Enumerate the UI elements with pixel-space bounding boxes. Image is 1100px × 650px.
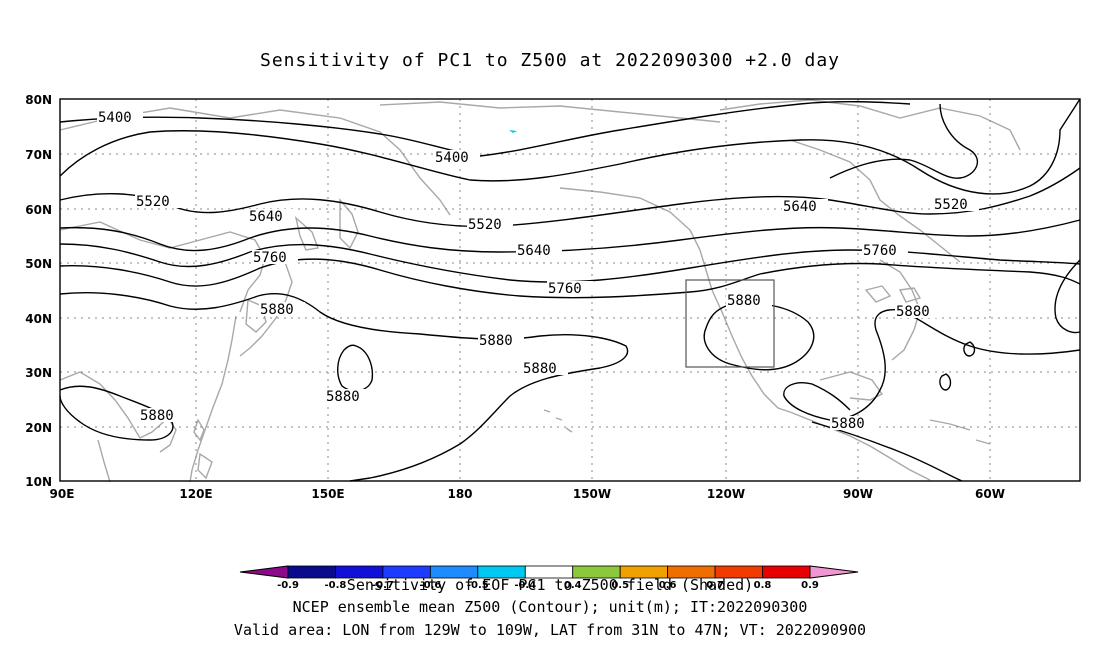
lon-label: 90W <box>843 487 873 501</box>
contour-label: 5880 <box>896 304 930 320</box>
contour-5880-closed-sea <box>337 344 374 392</box>
lon-axis-labels: 90E 120E 150E 180 150W 120W 90W 60W <box>50 487 1005 501</box>
colorbar-tick-label: -0.4 <box>514 580 536 591</box>
contour-label: 5880 <box>523 361 557 377</box>
colorbar-tick-label: 0.9 <box>801 580 819 591</box>
contour-labels: 5400 5400 5520 5520 5520 5640 5640 5640 … <box>97 110 979 432</box>
contour-label: 5520 <box>136 194 170 210</box>
contour-5400-outer <box>59 98 1081 195</box>
colorbar-tick-label: -0.8 <box>325 580 347 591</box>
lon-label: 60W <box>975 487 1005 501</box>
contour-label: 5640 <box>249 209 283 225</box>
contour-5880-east <box>783 309 1081 421</box>
lat-axis-labels: 80N 70N 60N 50N 40N 30N 20N 10N <box>25 93 52 489</box>
contour-5400-west <box>59 101 911 157</box>
colorbar-tick-label: -0.7 <box>372 580 394 591</box>
lat-label: 60N <box>25 203 52 217</box>
lon-label: 120W <box>707 487 745 501</box>
lat-label: 10N <box>25 475 52 489</box>
contour-label: 5520 <box>468 217 502 233</box>
contour-label: 5880 <box>260 302 294 318</box>
lat-label: 20N <box>25 421 52 435</box>
contour-5880-main <box>59 292 629 482</box>
colorbar-title: Sensitivity of EOF PC1 to Z500 field (Sh… <box>346 576 754 594</box>
contour-label: 5640 <box>517 243 551 259</box>
lat-label: 70N <box>25 148 52 162</box>
contour-label: 5400 <box>435 150 469 166</box>
lat-label: 50N <box>25 257 52 271</box>
contour-label: 5760 <box>863 243 897 259</box>
footer-line-1: NCEP ensemble mean Z500 (Contour); unit(… <box>292 598 808 616</box>
contour-label: 5400 <box>98 110 132 126</box>
contour-5880-na <box>703 303 815 371</box>
lon-label: 120E <box>179 487 212 501</box>
lon-label: 180 <box>447 487 472 501</box>
contour-5880-small-1 <box>963 341 976 357</box>
contour-label: 5880 <box>326 389 360 405</box>
lat-label: 40N <box>25 312 52 326</box>
colorbar-tick-label: 0.8 <box>754 580 772 591</box>
contour-5880-small-2 <box>939 373 952 391</box>
colorbar-tick-label: -0.5 <box>467 580 489 591</box>
lon-label: 150W <box>573 487 611 501</box>
colorbar-tick-label: 0.5 <box>611 580 629 591</box>
contour-label: 5880 <box>140 408 174 424</box>
contour-5880-atl <box>1054 259 1081 334</box>
lat-label: 30N <box>25 366 52 380</box>
colorbar: -0.9 -0.8 -0.7 -0.6 -0.5 -0.4 0.4 0.5 0.6 0.7 0.8 0… <box>239 565 859 591</box>
contour-5880-sw <box>59 385 174 441</box>
lon-label: 90E <box>50 487 75 501</box>
footer-line-2: Valid area: LON from 129W to 109W, LAT f… <box>233 621 867 639</box>
colorbar-high-arrow <box>809 565 859 579</box>
contour-label: 5880 <box>727 293 761 309</box>
contour-label: 5760 <box>253 250 287 266</box>
shaded-patch <box>509 130 517 133</box>
valid-area-box <box>685 279 775 368</box>
colorbar-tick-label: 0.7 <box>706 580 724 591</box>
colorbar-tick-label: 0.6 <box>659 580 677 591</box>
map-frame <box>59 98 1081 482</box>
colorbar-tick-label: 0.4 <box>564 580 582 591</box>
coastlines <box>59 99 1021 483</box>
contour-label: 5640 <box>783 199 817 215</box>
contour-5760 <box>59 243 1081 283</box>
contour-label: 5520 <box>934 197 968 213</box>
contour-5520 <box>59 167 1081 228</box>
colorbar-tick-label: -0.9 <box>277 580 299 591</box>
map-title: Sensitivity of PC1 to Z500 at 2022090300… <box>259 50 840 71</box>
lat-label: 80N <box>25 93 52 107</box>
contour-label: 5880 <box>479 333 513 349</box>
contour-5760-b <box>59 258 1081 299</box>
colorbar-tick-label: -0.6 <box>419 580 441 591</box>
contour-label: 5760 <box>548 281 582 297</box>
contour-5400-east <box>829 103 979 179</box>
contour-label: 5880 <box>831 416 865 432</box>
lon-label: 150E <box>311 487 344 501</box>
